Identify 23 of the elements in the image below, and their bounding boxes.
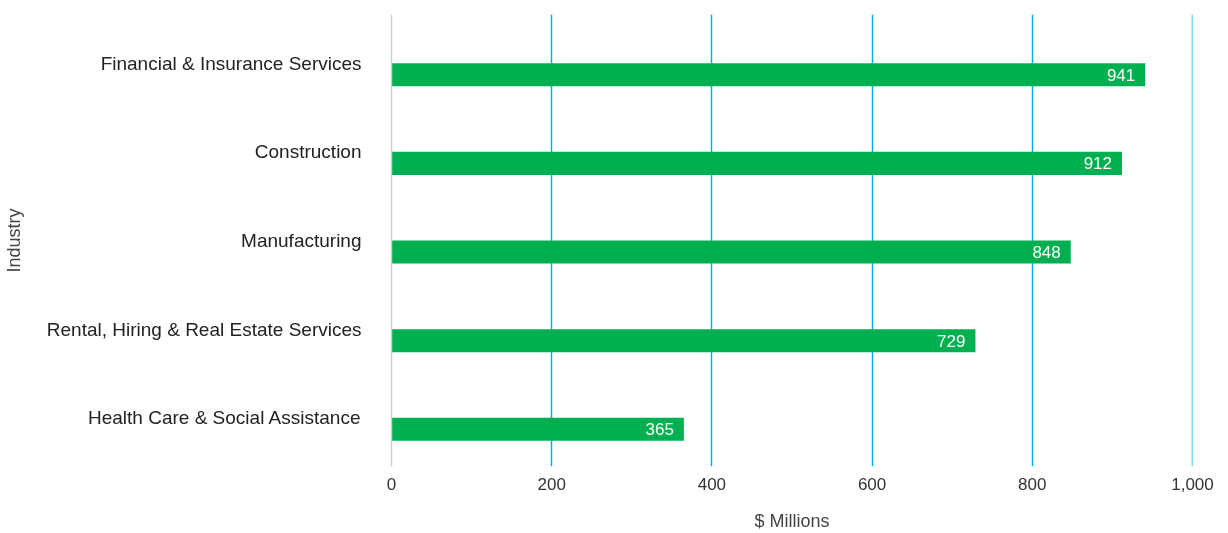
data-label: 848 xyxy=(1032,243,1061,263)
bar xyxy=(391,329,976,353)
data-label: 941 xyxy=(1106,65,1136,85)
x-tick-label: 800 xyxy=(1018,474,1047,494)
y-tick-label: Health Care & Social Assistance xyxy=(87,407,361,429)
x-axis-title: $ Millions xyxy=(754,510,830,531)
bar xyxy=(391,151,1123,175)
x-tick-label: 1,000 xyxy=(1171,474,1214,494)
y-tick-label: Construction xyxy=(254,141,362,163)
x-tick-label: 0 xyxy=(386,474,397,494)
bar xyxy=(391,63,1146,87)
y-tick-label: Manufacturing xyxy=(241,230,362,251)
x-tick-label: 200 xyxy=(537,474,566,494)
data-label: 365 xyxy=(645,420,674,440)
x-tick-label: 400 xyxy=(697,474,727,494)
y-axis-title: Industry xyxy=(3,208,24,273)
bar xyxy=(391,240,1071,264)
data-label: 912 xyxy=(1083,154,1113,174)
y-tick-label: Rental, Hiring & Real Estate Services xyxy=(46,318,362,340)
bar xyxy=(391,417,684,441)
x-tick-label: 600 xyxy=(857,474,887,494)
data-label: 729 xyxy=(937,331,966,351)
y-tick-label: Financial & Insurance Services xyxy=(100,52,362,74)
